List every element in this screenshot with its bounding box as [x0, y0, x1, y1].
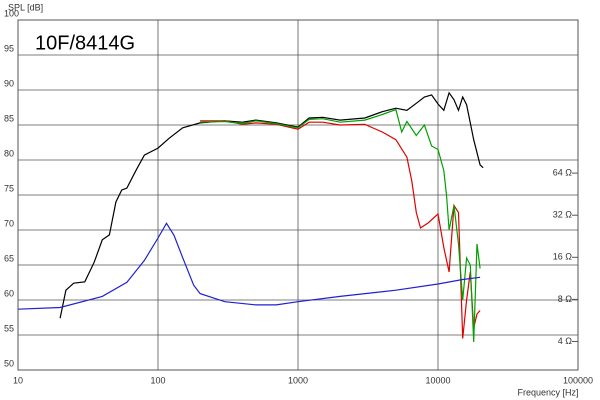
y-axis-label: SPL [dB]: [8, 2, 43, 12]
series-line: [200, 120, 481, 339]
y-tick-label: 95: [4, 43, 14, 53]
y-tick-label: 65: [4, 253, 14, 263]
x-tick-label: 100000: [563, 375, 593, 385]
x-tick-label: 10000: [425, 375, 450, 385]
series-line: [200, 108, 481, 343]
y2-tick-label: 4 Ω: [558, 336, 573, 346]
y-tick-label: 50: [4, 358, 14, 368]
y-tick-label: 75: [4, 183, 14, 193]
y-tick-label: 60: [4, 288, 14, 298]
x-tick-label: 10: [13, 375, 23, 385]
chart-title: 10F/8414G: [35, 32, 135, 54]
y-tick-label: 80: [4, 148, 14, 158]
x-tick-label: 100: [150, 375, 165, 385]
y2-tick-label: 64 Ω: [553, 167, 573, 177]
x-tick-label: 1000: [288, 375, 308, 385]
y2-tick-label: 16 Ω: [553, 252, 573, 262]
y-tick-label: 90: [4, 78, 14, 88]
plot-frame: [17, 19, 579, 371]
y-tick-label: 70: [4, 218, 14, 228]
y-tick-label: 100: [4, 8, 19, 18]
y2-tick-label: 8 Ω: [558, 294, 573, 304]
series-line: [17, 222, 481, 310]
y-tick-label: 85: [4, 113, 14, 123]
x-axis-label: Frequency [Hz]: [517, 387, 578, 397]
y2-tick-label: 32 Ω: [553, 210, 573, 220]
y-tick-label: 55: [4, 323, 14, 333]
